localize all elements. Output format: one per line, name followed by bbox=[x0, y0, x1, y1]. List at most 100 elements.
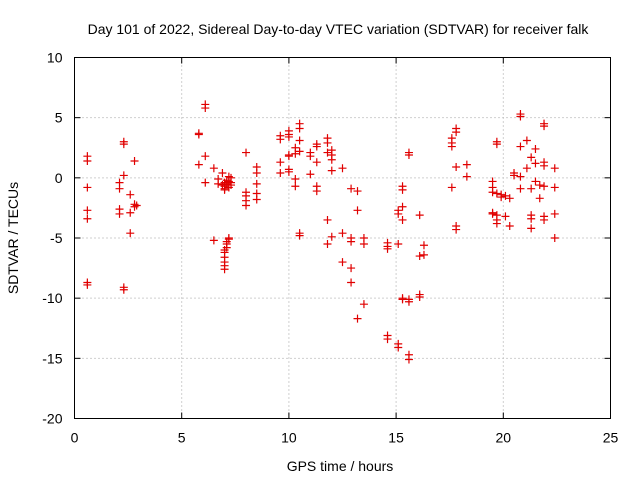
y-tick-label: -10 bbox=[42, 290, 62, 306]
data-point-marker bbox=[323, 138, 332, 147]
data-point-marker bbox=[516, 184, 525, 193]
y-tick-label: 0 bbox=[55, 170, 63, 186]
data-point-marker bbox=[194, 160, 203, 169]
data-point-marker bbox=[338, 229, 347, 238]
data-point-marker bbox=[214, 179, 223, 188]
data-point-marker bbox=[323, 215, 332, 224]
data-point-marker bbox=[531, 177, 540, 186]
y-tick-label: -15 bbox=[42, 350, 62, 366]
data-point-marker bbox=[394, 209, 403, 218]
data-point-marker bbox=[83, 206, 92, 215]
data-point-marker bbox=[394, 240, 403, 249]
data-points bbox=[83, 100, 559, 364]
x-tick-label: 25 bbox=[603, 430, 619, 446]
data-point-marker bbox=[312, 187, 321, 196]
data-point-marker bbox=[126, 229, 135, 238]
data-point-marker bbox=[353, 206, 362, 215]
data-point-marker bbox=[323, 148, 332, 157]
data-point-marker bbox=[252, 169, 261, 178]
data-point-marker bbox=[306, 170, 315, 179]
data-point-marker bbox=[295, 136, 304, 145]
data-point-marker bbox=[522, 136, 531, 145]
chart-title: Day 101 of 2022, Sidereal Day-to-day VTE… bbox=[88, 21, 590, 37]
data-point-marker bbox=[394, 343, 403, 352]
data-point-marker bbox=[327, 232, 336, 241]
data-point-marker bbox=[347, 184, 356, 193]
data-point-marker bbox=[527, 184, 536, 193]
data-point-marker bbox=[516, 142, 525, 151]
data-point-marker bbox=[497, 193, 506, 202]
data-point-marker bbox=[398, 215, 407, 224]
data-point-marker bbox=[492, 219, 501, 228]
data-point-marker bbox=[462, 160, 471, 169]
data-point-marker bbox=[383, 335, 392, 344]
data-point-marker bbox=[295, 124, 304, 133]
data-point-marker bbox=[224, 234, 233, 242]
data-point-marker bbox=[115, 209, 124, 218]
data-point-marker bbox=[501, 191, 510, 200]
data-point-marker bbox=[295, 147, 304, 156]
data-point-marker bbox=[505, 221, 514, 230]
data-point-marker bbox=[83, 280, 92, 289]
data-point-marker bbox=[119, 171, 128, 180]
data-point-marker bbox=[83, 214, 92, 223]
data-point-marker bbox=[510, 171, 519, 180]
data-point-marker bbox=[126, 190, 135, 199]
data-point-marker bbox=[347, 278, 356, 287]
data-point-marker bbox=[419, 250, 428, 259]
x-tick-label: 0 bbox=[71, 430, 79, 446]
data-point-marker bbox=[419, 241, 428, 250]
data-point-marker bbox=[291, 149, 300, 158]
data-point-marker bbox=[115, 184, 124, 193]
data-point-marker bbox=[312, 158, 321, 167]
data-point-marker bbox=[194, 130, 203, 139]
data-point-marker bbox=[295, 231, 304, 240]
data-point-marker bbox=[531, 159, 540, 168]
data-point-marker bbox=[527, 214, 536, 223]
data-point-marker bbox=[347, 264, 356, 273]
data-point-marker bbox=[276, 135, 285, 144]
data-point-marker bbox=[505, 194, 514, 203]
data-point-marker bbox=[276, 169, 285, 178]
data-point-marker bbox=[550, 234, 559, 242]
data-point-marker bbox=[209, 236, 218, 245]
data-point-marker bbox=[492, 140, 501, 149]
data-point-marker bbox=[347, 237, 356, 246]
data-point-marker bbox=[338, 164, 347, 173]
y-tick-label: 10 bbox=[47, 50, 63, 66]
data-point-marker bbox=[404, 150, 413, 159]
data-point-marker bbox=[83, 156, 92, 165]
data-point-marker bbox=[550, 209, 559, 218]
data-point-marker bbox=[201, 152, 210, 161]
data-point-marker bbox=[398, 202, 407, 211]
data-point-marker bbox=[488, 209, 497, 218]
data-point-marker bbox=[359, 240, 368, 249]
data-point-marker bbox=[353, 314, 362, 323]
data-point-marker bbox=[540, 122, 549, 131]
data-point-marker bbox=[462, 172, 471, 181]
x-tick-label: 15 bbox=[388, 430, 404, 446]
data-point-marker bbox=[338, 258, 347, 267]
data-point-marker bbox=[252, 179, 261, 188]
data-point-marker bbox=[209, 164, 218, 173]
data-point-marker bbox=[119, 140, 128, 149]
data-point-marker bbox=[535, 194, 544, 203]
data-point-marker bbox=[83, 183, 92, 192]
y-tick-label: -20 bbox=[42, 411, 62, 427]
data-point-marker bbox=[404, 355, 413, 364]
data-point-marker bbox=[353, 187, 362, 196]
data-point-marker bbox=[415, 211, 424, 220]
data-point-marker bbox=[516, 112, 525, 121]
data-point-marker bbox=[415, 252, 424, 261]
data-point-marker bbox=[501, 212, 510, 221]
data-point-marker bbox=[452, 128, 461, 137]
data-point-marker bbox=[291, 175, 300, 184]
data-point-marker bbox=[201, 178, 210, 187]
data-point-marker bbox=[527, 224, 536, 233]
data-point-marker bbox=[201, 104, 210, 113]
data-point-marker bbox=[540, 161, 549, 170]
data-point-marker bbox=[359, 300, 368, 309]
data-point-marker bbox=[242, 201, 251, 210]
data-point-marker bbox=[452, 163, 461, 172]
data-point-marker bbox=[535, 181, 544, 190]
